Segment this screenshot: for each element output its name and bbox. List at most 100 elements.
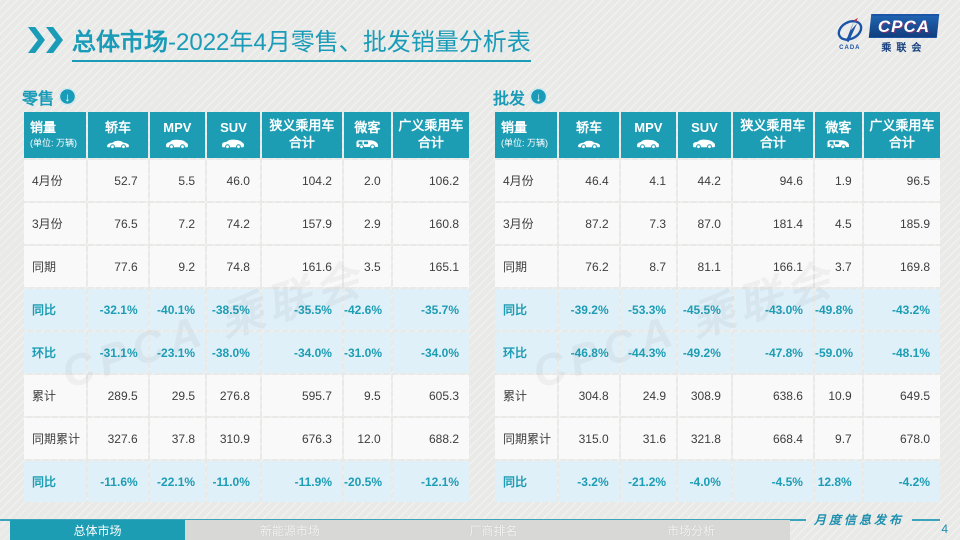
table-row: 同比 -3.2% -21.2% -4.0% -4.5% 12.8% -4.2% [495, 461, 940, 502]
data-cell: 308.9 [678, 375, 731, 416]
col-header-sedan: 轿车 [88, 112, 148, 158]
table-row: 同期 77.6 9.2 74.8 161.6 3.5 165.1 [24, 246, 469, 287]
minivan-icon [827, 140, 850, 149]
col-header-sales: 销量 (单位: 万辆) [24, 112, 87, 158]
data-cell: 76.2 [559, 246, 619, 287]
col-header-mpv: MPV [149, 112, 206, 158]
mpv-car-icon [637, 139, 660, 149]
data-cell: 87.0 [678, 203, 731, 244]
row-label: 4月份 [24, 160, 87, 201]
data-cell: 315.0 [559, 418, 619, 459]
page-number: 4 [941, 522, 948, 536]
data-cell: -34.0% [392, 332, 469, 373]
sedan-car-icon [578, 140, 600, 149]
data-cell: -35.5% [261, 289, 342, 330]
data-cell: -40.1% [149, 289, 206, 330]
tab-nev-market[interactable]: 新能源市场 [259, 523, 320, 538]
data-cell: 2.9 [343, 203, 391, 244]
data-cell: 668.4 [732, 418, 813, 459]
data-cell: -43.0% [732, 289, 813, 330]
data-cell: -45.5% [678, 289, 731, 330]
tab-market-analysis[interactable]: 市场分析 [667, 523, 716, 538]
table-row: 环比 -46.8% -44.3% -49.2% -47.8% -59.0% -48.1% [495, 332, 940, 373]
row-label: 同比 [24, 461, 87, 502]
tab-overall-market[interactable]: 总体市场 [10, 520, 185, 540]
col-header-broad-pv: 广义乘用车 合计 [863, 112, 940, 158]
data-cell: -12.1% [392, 461, 469, 502]
retail-section: 零售 ↓ 销量 (单位: 万辆) 轿车 [22, 84, 471, 504]
data-cell: -34.0% [261, 332, 342, 373]
row-label: 同期累计 [495, 418, 558, 459]
data-cell: 157.9 [261, 203, 342, 244]
data-cell: -49.2% [678, 332, 731, 373]
row-label: 3月份 [495, 203, 558, 244]
data-cell: 7.2 [149, 203, 206, 244]
data-cell: -23.1% [149, 332, 206, 373]
data-cell: 12.8% [814, 461, 862, 502]
sedan-car-icon [107, 140, 129, 149]
data-cell: 24.9 [620, 375, 677, 416]
data-cell: 276.8 [207, 375, 260, 416]
data-cell: -31.0% [343, 332, 391, 373]
data-cell: 74.2 [207, 203, 260, 244]
col-header-narrow-pv: 狭义乘用车 合计 [732, 112, 813, 158]
table-row: 4月份 46.4 4.1 44.2 94.6 1.9 96.5 [495, 160, 940, 201]
retail-table: 销量 (单位: 万辆) 轿车 MPV SUV [22, 110, 471, 504]
tables-area: 零售 ↓ 销量 (单位: 万辆) 轿车 [22, 84, 942, 504]
down-arrow-icon: ↓ [59, 88, 77, 105]
col-header-suv: SUV [678, 112, 731, 158]
data-cell: 161.6 [261, 246, 342, 287]
emblem-caption: CADA [839, 45, 861, 51]
row-label: 环比 [495, 332, 558, 373]
data-cell: 77.6 [88, 246, 148, 287]
data-cell: -47.8% [732, 332, 813, 373]
cpca-wordmark: CPCA 乘联会 [868, 14, 940, 54]
table-row: 3月份 76.5 7.2 74.2 157.9 2.9 160.8 [24, 203, 469, 244]
data-cell: 3.7 [814, 246, 862, 287]
data-cell: 9.2 [149, 246, 206, 287]
data-cell: -44.3% [620, 332, 677, 373]
col-header-sedan: 轿车 [559, 112, 619, 158]
data-cell: 160.8 [392, 203, 469, 244]
footer-nav-strip: 新能源市场 厂商排名 市场分析 [185, 520, 790, 540]
page-title-rest: -2022年4月零售、批发销量分析表 [168, 29, 531, 56]
table-row: 环比 -31.1% -23.1% -38.0% -34.0% -31.0% -34.0% [24, 332, 469, 373]
row-label: 同比 [495, 461, 558, 502]
data-cell: 688.2 [392, 418, 469, 459]
data-cell: 181.4 [732, 203, 813, 244]
data-cell: 9.7 [814, 418, 862, 459]
table-row: 同期累计 315.0 31.6 321.8 668.4 9.7 678.0 [495, 418, 940, 459]
table-row: 同期累计 327.6 37.8 310.9 676.3 12.0 688.2 [24, 418, 469, 459]
data-cell: 676.3 [261, 418, 342, 459]
data-cell: 4.1 [620, 160, 677, 201]
data-cell: -11.9% [261, 461, 342, 502]
data-cell: 638.6 [732, 375, 813, 416]
data-cell: 37.8 [149, 418, 206, 459]
data-cell: -11.6% [88, 461, 148, 502]
data-cell: -4.5% [732, 461, 813, 502]
data-cell: -53.3% [620, 289, 677, 330]
footer-rule: 月度信息发布 [0, 511, 940, 528]
row-label: 累计 [24, 375, 87, 416]
data-cell: 74.8 [207, 246, 260, 287]
table-row: 同期 76.2 8.7 81.1 166.1 3.7 169.8 [495, 246, 940, 287]
page-title: 总体市场-2022年4月零售、批发销量分析表 [72, 22, 531, 62]
data-cell: -48.1% [863, 332, 940, 373]
data-cell: 595.7 [261, 375, 342, 416]
footer-nav: 总体市场 新能源市场 厂商排名 市场分析 [10, 520, 790, 540]
data-cell: 310.9 [207, 418, 260, 459]
row-label: 累计 [495, 375, 558, 416]
tab-oem-ranking[interactable]: 厂商排名 [469, 523, 518, 538]
data-cell: -43.2% [863, 289, 940, 330]
data-cell: 605.3 [392, 375, 469, 416]
data-cell: -31.1% [88, 332, 148, 373]
data-cell: -38.0% [207, 332, 260, 373]
data-cell: -3.2% [559, 461, 619, 502]
col-header-narrow-pv: 狭义乘用车 合计 [261, 112, 342, 158]
row-label: 同期 [495, 246, 558, 287]
data-cell: 31.6 [620, 418, 677, 459]
col-header-broad-pv: 广义乘用车 合计 [392, 112, 469, 158]
data-cell: 2.0 [343, 160, 391, 201]
data-cell: -35.7% [392, 289, 469, 330]
data-cell: 4.5 [814, 203, 862, 244]
